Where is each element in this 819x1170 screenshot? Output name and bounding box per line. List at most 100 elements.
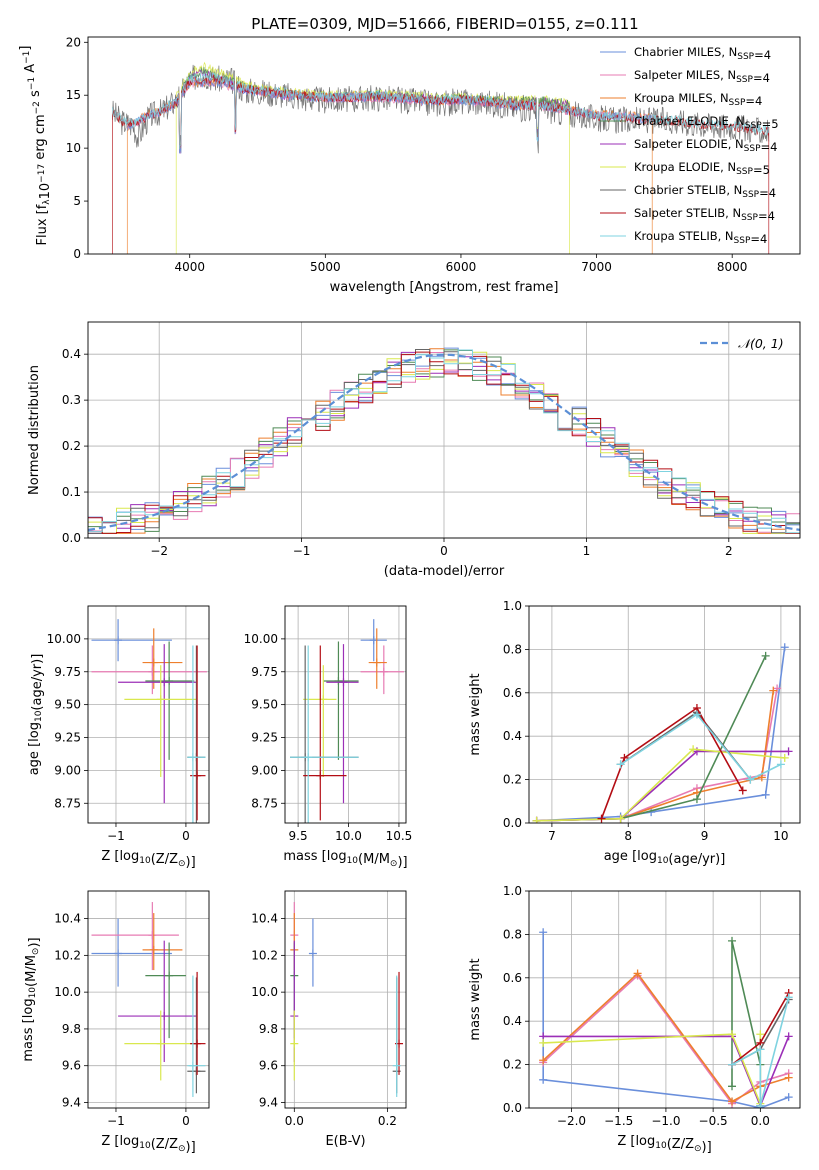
label-part: wavelength [Angstrom, rest frame]: [330, 280, 559, 295]
y-tick-label: 9.6: [62, 1059, 81, 1073]
y-tick-label: 1.0: [503, 884, 522, 898]
y-axis-label: Normed distribution: [27, 365, 42, 495]
axes-frame: [87, 321, 801, 539]
legend-label: Chabrier ELODIE, NSSP=5: [634, 114, 779, 131]
label-part: (Z/Z: [151, 852, 178, 867]
label-part: SSP: [736, 167, 753, 177]
series-line-kroupa_stelib: [731, 997, 790, 1107]
label-part: Chabrier STELIB, N: [634, 183, 742, 197]
label-part: Z [: [617, 1134, 635, 1149]
y-tick-label: 10.2: [54, 948, 81, 962]
label-part: erg cm: [33, 114, 48, 163]
y-tick-label: 10.00: [47, 632, 81, 646]
label-part: (age/yr)]: [668, 852, 725, 867]
y-tick-label: 9.50: [54, 698, 81, 712]
label-part: −1: [22, 51, 32, 64]
label-part: Z [: [101, 849, 119, 864]
y-tick-label: 0.3: [62, 393, 81, 407]
y-tick-label: 9.6: [259, 1059, 278, 1073]
series-line-chabrier_elodie: [731, 940, 762, 1106]
x-tick-label: 7000: [581, 260, 612, 274]
histogram-kroupa_stelib: [88, 349, 800, 534]
x-tick-label: 10.5: [386, 829, 413, 843]
data-point: [769, 686, 778, 695]
data-point: [756, 1101, 765, 1108]
label-part: =4: [745, 94, 762, 108]
label-part: mass weight: [468, 673, 483, 755]
y-tick-label: 0.2: [62, 439, 81, 453]
data-point: [539, 928, 548, 937]
y-tick-label: 10.0: [251, 985, 278, 999]
label-part: =4: [754, 48, 771, 62]
data-point: [149, 658, 158, 667]
label-sub: 10: [139, 856, 151, 866]
plot-area: [112, 61, 770, 254]
data-point: [532, 816, 541, 823]
data-point: [620, 753, 629, 762]
data-point: [728, 1082, 737, 1091]
axes-frame: [87, 890, 210, 1109]
x-axis-label: Z [log10(Z/Z⊙)]: [101, 1134, 195, 1155]
label-sub: 10: [657, 856, 669, 866]
y-tick-label: 1.0: [503, 599, 522, 613]
legend-label: Kroupa STELIB, NSSP=4: [634, 229, 767, 246]
data-point: [193, 1039, 202, 1048]
data-point: [372, 658, 381, 667]
y-tick-label: 0.4: [503, 729, 522, 743]
series-line-chabrier_miles: [536, 647, 786, 822]
y-tick-label: 10.00: [244, 632, 278, 646]
x-tick-label: 9.5: [289, 829, 308, 843]
panel-age_vs_mass: 9.5 10.0 10.5 8.75 9.00 9.25 9.50 9.75 10.00 mass…: [244, 605, 413, 870]
x-tick-label: 0.0: [285, 1114, 304, 1128]
data-point: [776, 760, 785, 769]
label-part: =5: [753, 163, 770, 177]
y-tick-label: 9.50: [251, 698, 278, 712]
data-point: [756, 1045, 765, 1054]
label-part: SSP: [729, 98, 746, 108]
data-point: [784, 1073, 793, 1082]
plot-area: [290, 619, 404, 823]
data-point: [339, 678, 348, 687]
label-part: log: [637, 849, 657, 864]
x-axis-label: Z [log10(Z/Z⊙)]: [101, 849, 195, 870]
data-point: [192, 1067, 201, 1076]
y-tick-label: 0: [73, 247, 81, 261]
y-tick-label: 9.25: [54, 731, 81, 745]
label-part: ⊙: [178, 859, 186, 869]
y-tick-label: 0.0: [503, 816, 522, 830]
data-point: [149, 945, 158, 954]
data-point: [188, 1061, 197, 1070]
data-point: [165, 971, 174, 980]
data-point: [784, 993, 793, 1002]
x-tick-label: −1: [107, 829, 125, 843]
x-tick-label: −1: [293, 544, 311, 558]
data-point: [692, 710, 701, 719]
label-part: age [: [27, 742, 42, 775]
label-part: log: [635, 1134, 655, 1149]
label-part: mass [: [21, 1018, 36, 1061]
series-line-kroupa_miles: [536, 690, 775, 822]
data-point: [689, 745, 698, 754]
label-part: )]: [186, 855, 196, 870]
y-tick-label: 0.2: [503, 773, 522, 787]
label-part: =5: [762, 117, 779, 131]
y-tick-label: 9.4: [259, 1095, 278, 1109]
plot-area: [532, 643, 793, 823]
data-point: [539, 1075, 548, 1084]
x-axis-label: age [log10(age/yr)]: [604, 849, 726, 867]
data-point: [738, 786, 747, 795]
x-axis-label: Z [log10(Z/Z⊙)]: [617, 1134, 711, 1155]
data-point: [114, 949, 123, 958]
data-point: [304, 753, 313, 762]
x-tick-label: −0.5: [699, 1114, 728, 1128]
axes-frame: [284, 890, 407, 1109]
y-tick-label: 10.0: [54, 985, 81, 999]
label-part: =4: [758, 209, 775, 223]
data-point: [692, 795, 701, 804]
label-part: =4: [761, 140, 778, 154]
y-tick-label: 8.75: [251, 796, 278, 810]
label-sub: 10: [139, 1141, 151, 1151]
label-part: Salpeter ELODIE, N: [634, 137, 744, 151]
x-axis-label: mass [log10(M/M⊙)]: [283, 849, 407, 870]
label-part: E(B-V): [325, 1134, 365, 1149]
